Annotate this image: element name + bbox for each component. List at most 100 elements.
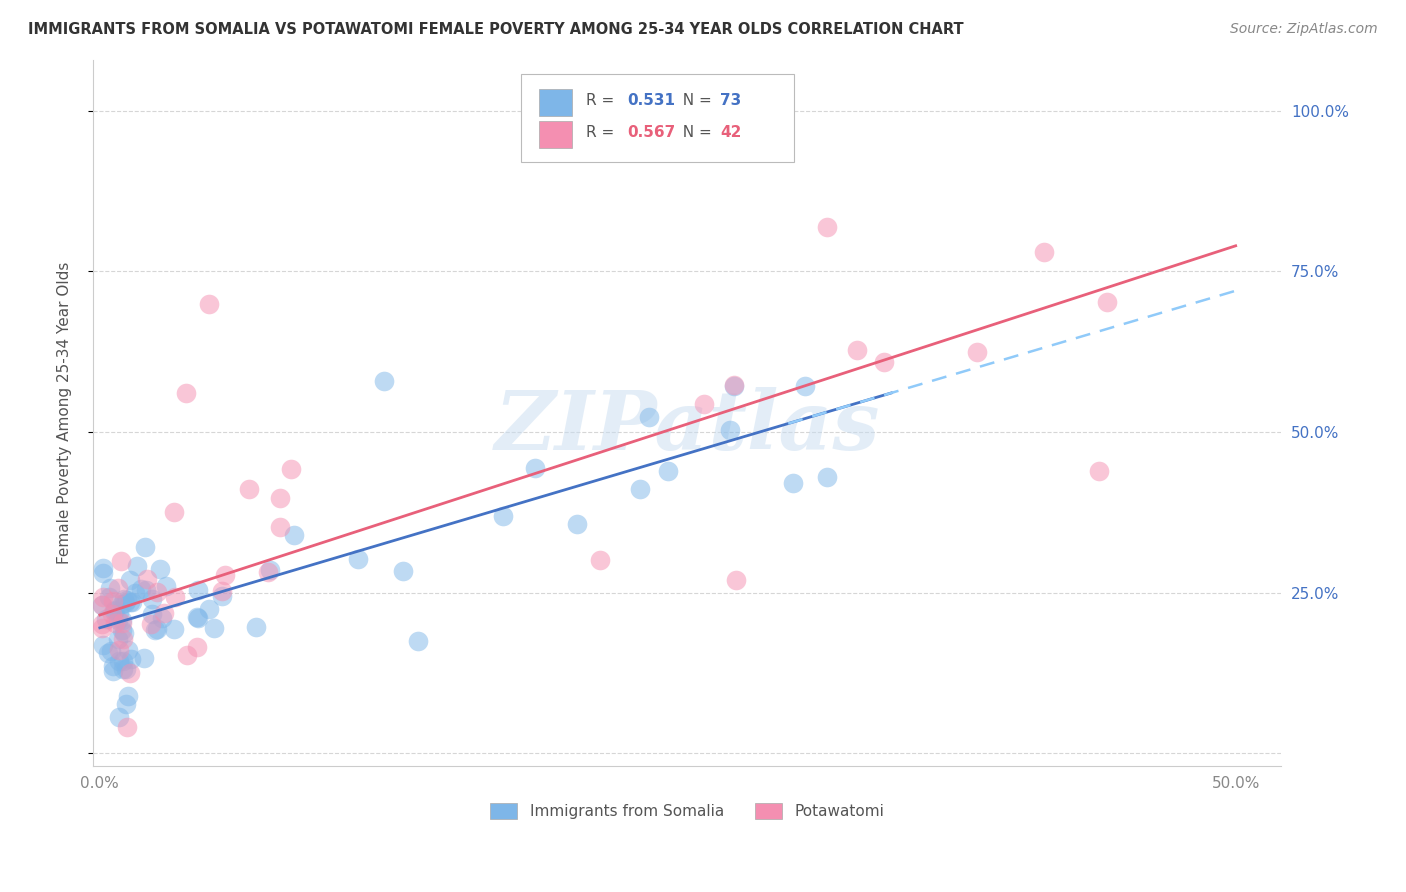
Point bbox=[492, 509, 515, 524]
Point bbox=[107, 581, 129, 595]
Point bbox=[101, 658, 124, 673]
Point bbox=[198, 601, 221, 615]
Point bbox=[107, 606, 129, 620]
Point bbox=[114, 592, 136, 607]
Text: 0.531: 0.531 bbox=[627, 93, 676, 108]
Point bbox=[391, 564, 413, 578]
Point bbox=[346, 551, 368, 566]
Point bbox=[257, 565, 280, 579]
Point bbox=[91, 616, 114, 631]
Point bbox=[110, 613, 132, 627]
Legend: Immigrants from Somalia, Potawatomi: Immigrants from Somalia, Potawatomi bbox=[484, 797, 890, 825]
Point bbox=[91, 621, 114, 635]
Point bbox=[111, 616, 134, 631]
Text: IMMIGRANTS FROM SOMALIA VS POTAWATOMI FEMALE POVERTY AMONG 25-34 YEAR OLDS CORRE: IMMIGRANTS FROM SOMALIA VS POTAWATOMI FE… bbox=[28, 22, 963, 37]
Point bbox=[406, 633, 429, 648]
Point bbox=[110, 553, 132, 567]
Point bbox=[657, 463, 679, 477]
Point bbox=[111, 597, 134, 611]
Point bbox=[163, 623, 186, 637]
Point bbox=[132, 650, 155, 665]
Point bbox=[101, 607, 124, 622]
Text: N =: N = bbox=[673, 93, 717, 108]
Point bbox=[101, 664, 124, 678]
Point bbox=[794, 378, 817, 392]
Point bbox=[139, 617, 162, 632]
Point bbox=[214, 567, 236, 582]
Point bbox=[524, 461, 547, 475]
Point bbox=[117, 642, 139, 657]
Point bbox=[1088, 463, 1111, 477]
Point bbox=[104, 603, 127, 617]
Point bbox=[846, 343, 869, 357]
Point bbox=[588, 553, 610, 567]
Point bbox=[155, 579, 177, 593]
Point bbox=[153, 606, 176, 620]
Point bbox=[186, 640, 208, 654]
Point bbox=[186, 610, 208, 624]
Point bbox=[120, 595, 142, 609]
Point bbox=[115, 720, 138, 734]
Point bbox=[269, 491, 291, 505]
Point bbox=[120, 652, 142, 666]
Point bbox=[718, 424, 741, 438]
Point bbox=[198, 296, 221, 310]
Point bbox=[245, 620, 267, 634]
Point bbox=[724, 573, 747, 587]
Point bbox=[108, 654, 131, 668]
Point bbox=[134, 540, 156, 554]
Point bbox=[149, 562, 172, 576]
Point bbox=[1095, 294, 1118, 309]
Point bbox=[565, 516, 588, 531]
Point bbox=[104, 616, 127, 631]
Point bbox=[135, 572, 157, 586]
Point bbox=[150, 611, 173, 625]
Point bbox=[1033, 244, 1056, 259]
Point bbox=[723, 378, 745, 392]
Point bbox=[114, 596, 136, 610]
Point bbox=[782, 476, 804, 491]
Point bbox=[966, 345, 988, 359]
Point bbox=[117, 592, 139, 607]
Point bbox=[815, 219, 838, 234]
Point bbox=[94, 612, 117, 626]
Point bbox=[628, 482, 651, 496]
FancyBboxPatch shape bbox=[538, 121, 572, 148]
Point bbox=[693, 396, 716, 410]
Point bbox=[103, 593, 125, 607]
Point bbox=[141, 607, 163, 621]
Point bbox=[269, 520, 291, 534]
Text: R =: R = bbox=[586, 125, 619, 140]
Point bbox=[91, 591, 114, 605]
Point bbox=[187, 611, 209, 625]
Point bbox=[145, 622, 167, 636]
Point bbox=[187, 582, 209, 597]
Point bbox=[114, 662, 136, 676]
Point bbox=[283, 528, 305, 542]
Text: Source: ZipAtlas.com: Source: ZipAtlas.com bbox=[1230, 22, 1378, 37]
Point bbox=[145, 585, 167, 599]
Point bbox=[141, 591, 163, 606]
Point bbox=[121, 595, 143, 609]
Point bbox=[98, 581, 121, 595]
Point bbox=[873, 355, 896, 369]
Point bbox=[143, 623, 166, 637]
Point bbox=[211, 584, 233, 599]
Point bbox=[174, 386, 197, 401]
Point bbox=[91, 561, 114, 575]
Point bbox=[97, 646, 120, 660]
Text: N =: N = bbox=[673, 125, 717, 140]
Point bbox=[115, 698, 138, 712]
Text: R =: R = bbox=[586, 93, 619, 108]
Point bbox=[91, 638, 114, 652]
Point bbox=[637, 410, 659, 425]
Point bbox=[98, 590, 121, 604]
Point bbox=[112, 632, 135, 647]
Point bbox=[176, 648, 198, 662]
Point bbox=[91, 566, 114, 580]
Point bbox=[815, 470, 838, 484]
Point bbox=[238, 483, 260, 497]
Y-axis label: Female Poverty Among 25-34 Year Olds: Female Poverty Among 25-34 Year Olds bbox=[58, 261, 72, 564]
Point bbox=[124, 586, 146, 600]
Point bbox=[135, 583, 157, 598]
